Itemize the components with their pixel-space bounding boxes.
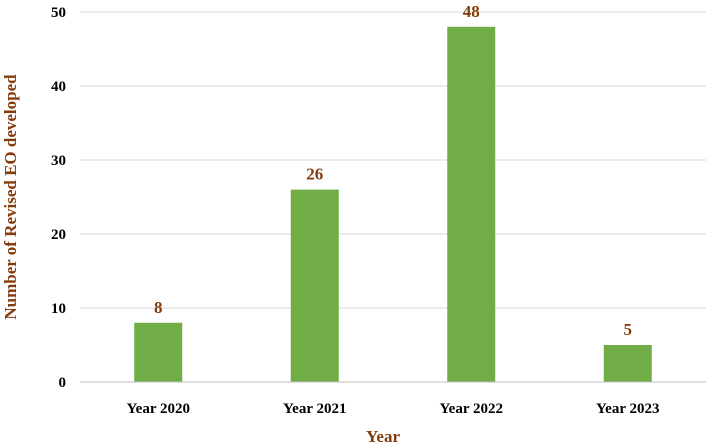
y-tick-label: 20 [51,227,66,243]
data-label: 48 [463,2,480,21]
x-tick-label: Year 2020 [127,401,190,417]
y-tick-label: 0 [59,375,67,391]
gridlines [80,11,706,309]
x-axis-title: Year [366,427,400,446]
data-label: 8 [154,298,163,317]
x-axis-ticks: Year 2020 Year 2021 Year 2022 Year 2023 [127,401,660,417]
data-label: 26 [306,165,323,184]
bars [134,26,652,383]
bar [134,322,183,382]
y-axis-ticks: 0 10 20 30 40 50 [51,5,66,391]
data-labels: 8 26 48 5 [154,2,632,339]
y-tick-label: 50 [51,5,66,21]
bar [603,345,652,382]
bar [447,26,496,383]
bar [290,189,339,382]
x-tick-label: Year 2022 [440,401,503,417]
data-label: 5 [624,320,633,339]
y-axis-title: Number of Revised EO developed [1,74,20,320]
y-tick-label: 30 [51,153,66,169]
y-tick-label: 10 [51,301,66,317]
x-tick-label: Year 2023 [596,401,659,417]
y-tick-label: 40 [51,79,66,95]
x-tick-label: Year 2021 [283,401,346,417]
